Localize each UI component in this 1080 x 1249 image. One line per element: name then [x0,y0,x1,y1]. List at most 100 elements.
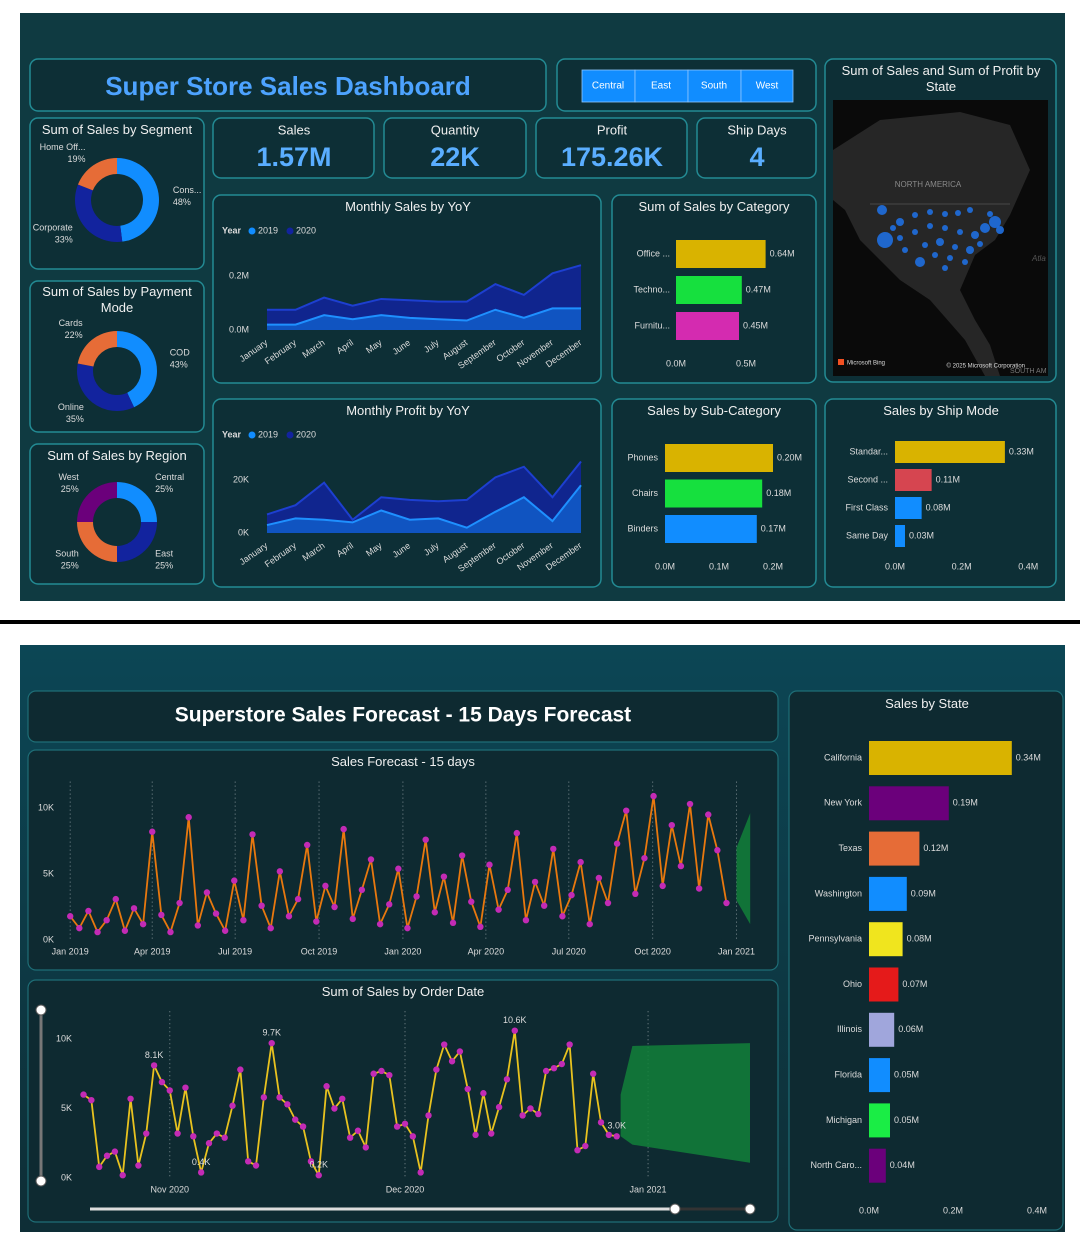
value-label: 0.20M [777,452,802,462]
value-label: 0.64M [770,248,795,258]
marker [705,811,712,818]
marker [205,1140,213,1147]
marker [456,1048,464,1055]
marker [632,890,639,897]
marker [504,886,511,894]
chart-title-box: Sales Forecast - 15 days [331,754,475,769]
marker [495,1103,503,1111]
marker [121,927,129,934]
slice-label: East [155,549,174,559]
kpi-label: Sales [278,122,311,137]
map-bubble [947,255,953,261]
map-bubble [957,229,963,235]
category-label: First Class [846,502,889,512]
value-label: 0.34M [1016,752,1041,762]
category-label: Washington [815,888,862,898]
x-tick-label: 0.1M [709,561,729,571]
value-label: 0.47M [746,284,771,294]
chart-title-box: Sum of Sales by Segment [41,122,193,137]
slicer-label[interactable]: South [701,81,727,92]
marker [522,917,530,924]
slicer-button[interactable] [687,69,742,103]
kpi-value: 175.26K [561,142,664,172]
donut-slice [117,158,160,242]
legend-label: 2019 [258,225,278,235]
x-tick-label: Jan 2019 [52,946,89,956]
date-slider[interactable] [35,1004,756,1215]
panel [212,194,602,384]
marker [559,913,566,920]
value-label: 0.11M [936,474,960,484]
value-label: 0.17M [761,523,786,533]
forecast-title: Superstore Sales Forecast - 15 Days Fore… [175,704,631,727]
slice-label: West [58,472,79,482]
marker [203,889,211,896]
map-bubble [996,226,1004,234]
chart-title: Sum of Sales by Segment [41,122,193,137]
map-bubble [877,232,893,248]
marker [586,920,593,928]
marker [158,911,165,919]
y-tick-label: 0.2M [229,270,249,280]
marker [558,1060,566,1068]
marker [409,1133,417,1140]
marker [167,928,174,936]
marker [182,1084,189,1091]
marker [566,1041,573,1048]
chart-title: Sales Forecast - 15 days [331,754,475,769]
bar [676,276,742,304]
slicer-button[interactable] [634,69,689,103]
marker [595,874,603,882]
legend-label: 2020 [296,225,316,235]
value-label: 0.08M [926,502,951,512]
map-bubble [952,244,958,250]
slider-handle[interactable] [35,1004,47,1016]
map-bubble [942,265,948,271]
x-tick-label: 0.0M [655,561,675,571]
map-bubble [971,231,979,239]
marker [166,1087,173,1094]
marker [668,821,675,829]
slider-handle[interactable] [744,1203,756,1215]
category-label: North Caro... [810,1160,862,1170]
marker [468,898,475,905]
marker [367,856,375,863]
bar [895,525,905,547]
slice-label: Home Off... [40,142,86,152]
chart-title-box: Monthly Profit by YoY [346,403,470,418]
marker [339,1095,346,1102]
marker [386,901,393,908]
slicer-button[interactable] [740,69,794,103]
slider-handle[interactable] [669,1203,681,1215]
slice-value: 48% [173,197,191,207]
marker [677,862,685,870]
bar [869,1012,895,1047]
legend-label: 2019 [258,429,278,439]
slicer-label[interactable]: East [651,81,671,92]
marker [158,1078,166,1086]
value-label: 0.18M [766,488,791,498]
chart-title-box: Monthly Sales by YoY [345,199,471,214]
value-label: 0.4K [192,1157,211,1167]
slider-handle[interactable] [35,1175,47,1187]
kpi-label: Ship Days [727,122,787,137]
legend-swatch [286,227,294,235]
slice-value: 33% [55,235,73,245]
slicer-label[interactable]: West [756,81,779,92]
value-label: 0.33M [1009,446,1034,456]
marker [723,899,730,907]
slicer-button[interactable] [581,69,636,103]
slicer-label[interactable]: Central [592,81,624,92]
bar [895,441,1005,463]
category-label: Second ... [847,474,888,484]
marker [531,878,539,886]
donut-slice [77,331,117,367]
marker [249,831,256,838]
x-tick-label: Jan 2021 [718,946,755,956]
slice-value: 43% [170,360,188,370]
title-panel [29,58,547,112]
kpi-card [212,117,375,179]
chart-title-box: Sum of Sales by Payment Mode [42,284,192,315]
slice-value: 25% [61,561,79,571]
marker [323,1083,330,1090]
